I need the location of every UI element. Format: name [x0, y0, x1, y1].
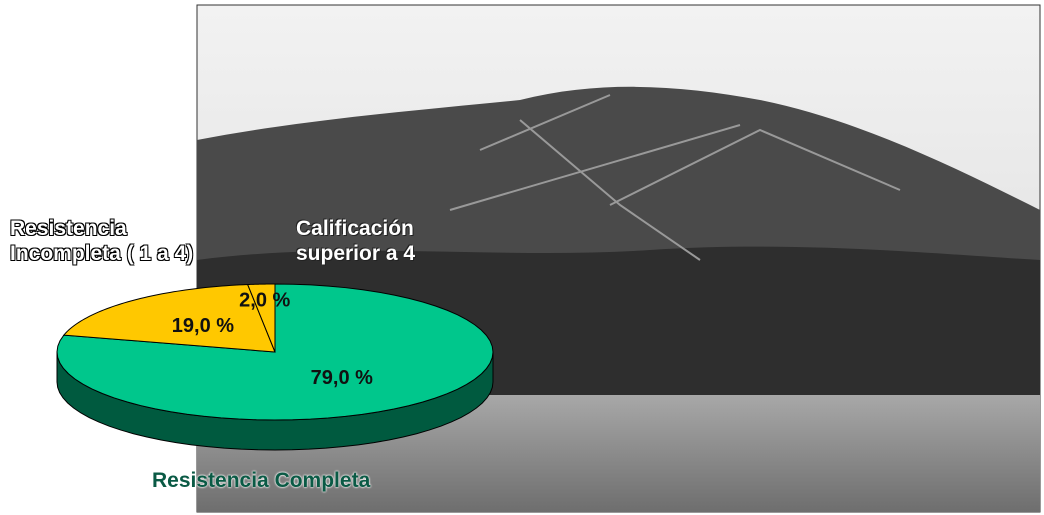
category-label: Resistencia Incompleta ( 1 a 4) — [10, 217, 194, 265]
value-label: 2,0 % — [239, 289, 290, 311]
value-label: 19,0 % — [172, 315, 234, 337]
category-label: Resistencia Completa — [152, 469, 371, 492]
pie: 79,0 % 19,0 %2,0 % — [56, 283, 494, 451]
category-label: Calificación superior a 4 — [296, 217, 416, 265]
value-label: 79,0 % — [311, 367, 373, 389]
pie-slice — [246, 283, 276, 353]
pie-slice — [62, 284, 276, 353]
